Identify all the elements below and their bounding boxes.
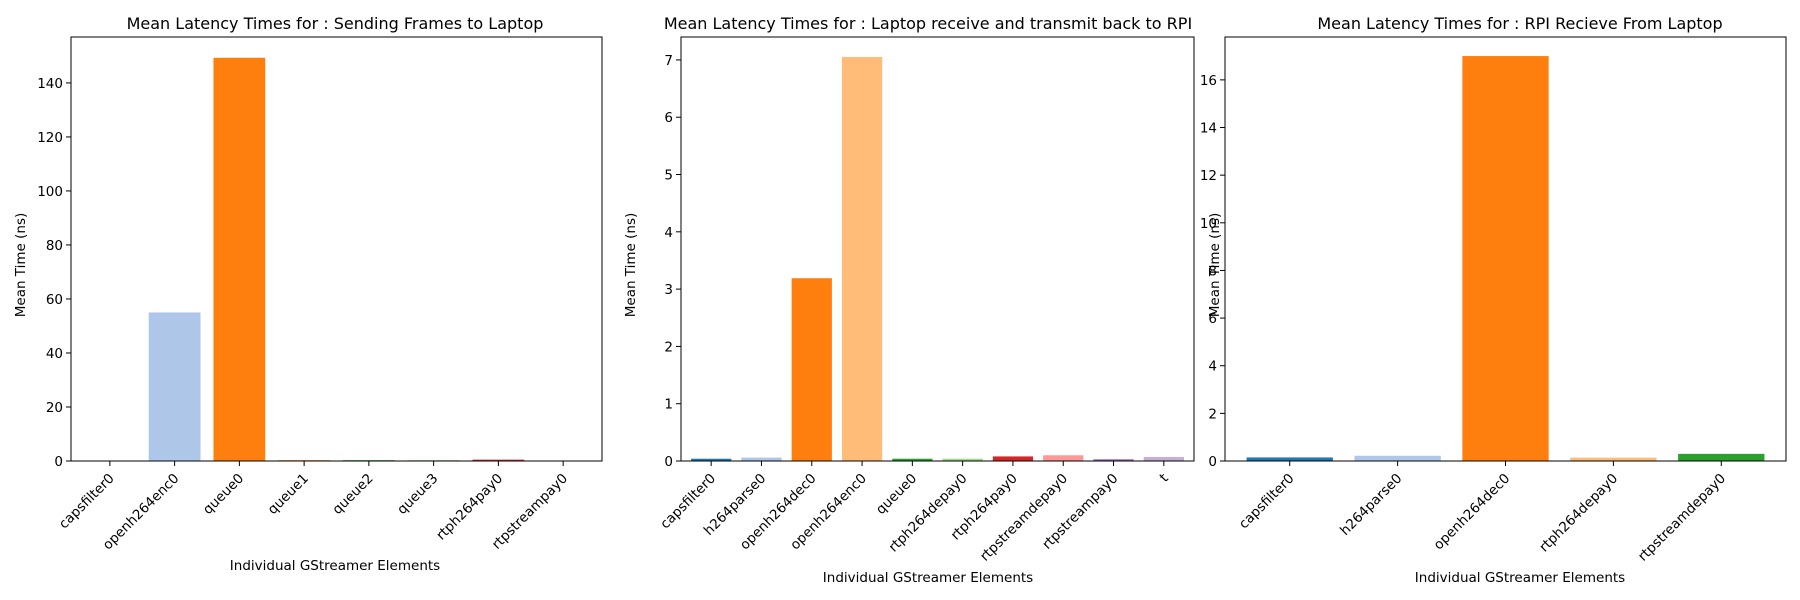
bar-capsfilter0 (691, 458, 732, 461)
bar-openh264enc0 (148, 312, 201, 461)
y-tick-label: 4 (1208, 359, 1217, 375)
x-axis-label: Individual GStreamer Elements (823, 570, 1033, 586)
y-tick-label: 140 (37, 76, 63, 92)
y-tick-label: 0 (54, 454, 63, 470)
x-axis-label: Individual GStreamer Elements (230, 558, 440, 574)
y-tick-label: 100 (37, 184, 63, 200)
y-tick-label: 80 (46, 238, 63, 254)
bar-group (1246, 56, 1765, 462)
bar-capsfilter0 (1246, 457, 1333, 461)
y-tick-label: 2 (664, 339, 673, 355)
bar-queue1 (278, 459, 331, 461)
y-tick-label: 3 (664, 282, 673, 298)
bar-rtph264pay0 (472, 459, 525, 461)
y-tick-label: 20 (46, 400, 63, 416)
bar-openh264enc0 (841, 57, 883, 462)
bar-rtpstreamdepay0 (1043, 455, 1084, 461)
bar-group (691, 57, 1184, 462)
y-tick-label: 12 (1200, 168, 1217, 184)
chart-title: Mean Latency Times for : Sending Frames … (127, 14, 544, 33)
y-axis-label: Mean Time (ns) (1207, 213, 1223, 318)
plot-frame (680, 36, 1195, 462)
bar-rtph264depay0 (1570, 457, 1657, 461)
bar-group (83, 57, 590, 461)
bar-queue0 (213, 57, 266, 461)
y-tick-label: 0 (1208, 454, 1217, 470)
y-tick-label: 40 (46, 346, 63, 362)
y-tick-label: 6 (1208, 311, 1217, 327)
x-axis-label: Individual GStreamer Elements (1415, 570, 1625, 586)
bar-openh264dec0 (791, 278, 832, 461)
chart-title: Mean Latency Times for : Laptop receive … (664, 14, 1192, 33)
bar-rtpstreampay0 (1093, 459, 1134, 461)
y-tick-label: 6 (664, 110, 673, 126)
y-tick-label: 2 (1208, 406, 1217, 422)
y-axis-label: Mean Time (ns) (623, 213, 639, 318)
bar-rtph264depay0 (942, 458, 983, 461)
plot-frame (70, 36, 603, 462)
bar-h264parse0 (741, 457, 782, 461)
bar-openh264dec0 (1462, 56, 1549, 462)
bar-h264parse0 (1354, 455, 1441, 461)
bar-rtpstreamdepay0 (1678, 453, 1765, 461)
chart-title: Mean Latency Times for : RPI Recieve Fro… (1317, 14, 1722, 33)
y-axis-label: Mean Time (ns) (13, 213, 29, 318)
bar-t (1143, 456, 1184, 461)
y-tick-label: 1 (664, 397, 673, 413)
y-tick-label: 16 (1200, 73, 1217, 89)
y-tick-label: 120 (37, 130, 63, 146)
y-tick-label: 4 (664, 225, 673, 241)
y-tick-label: 5 (664, 168, 673, 184)
y-tick-label: 10 (1200, 216, 1217, 232)
y-tick-label: 0 (664, 454, 673, 470)
y-tick-label: 8 (1208, 263, 1217, 279)
bar-rtph264pay0 (992, 456, 1034, 461)
y-tick-label: 14 (1200, 121, 1217, 137)
bar-queue0 (892, 458, 933, 461)
y-tick-label: 7 (664, 53, 673, 69)
y-tick-label: 60 (46, 292, 63, 308)
